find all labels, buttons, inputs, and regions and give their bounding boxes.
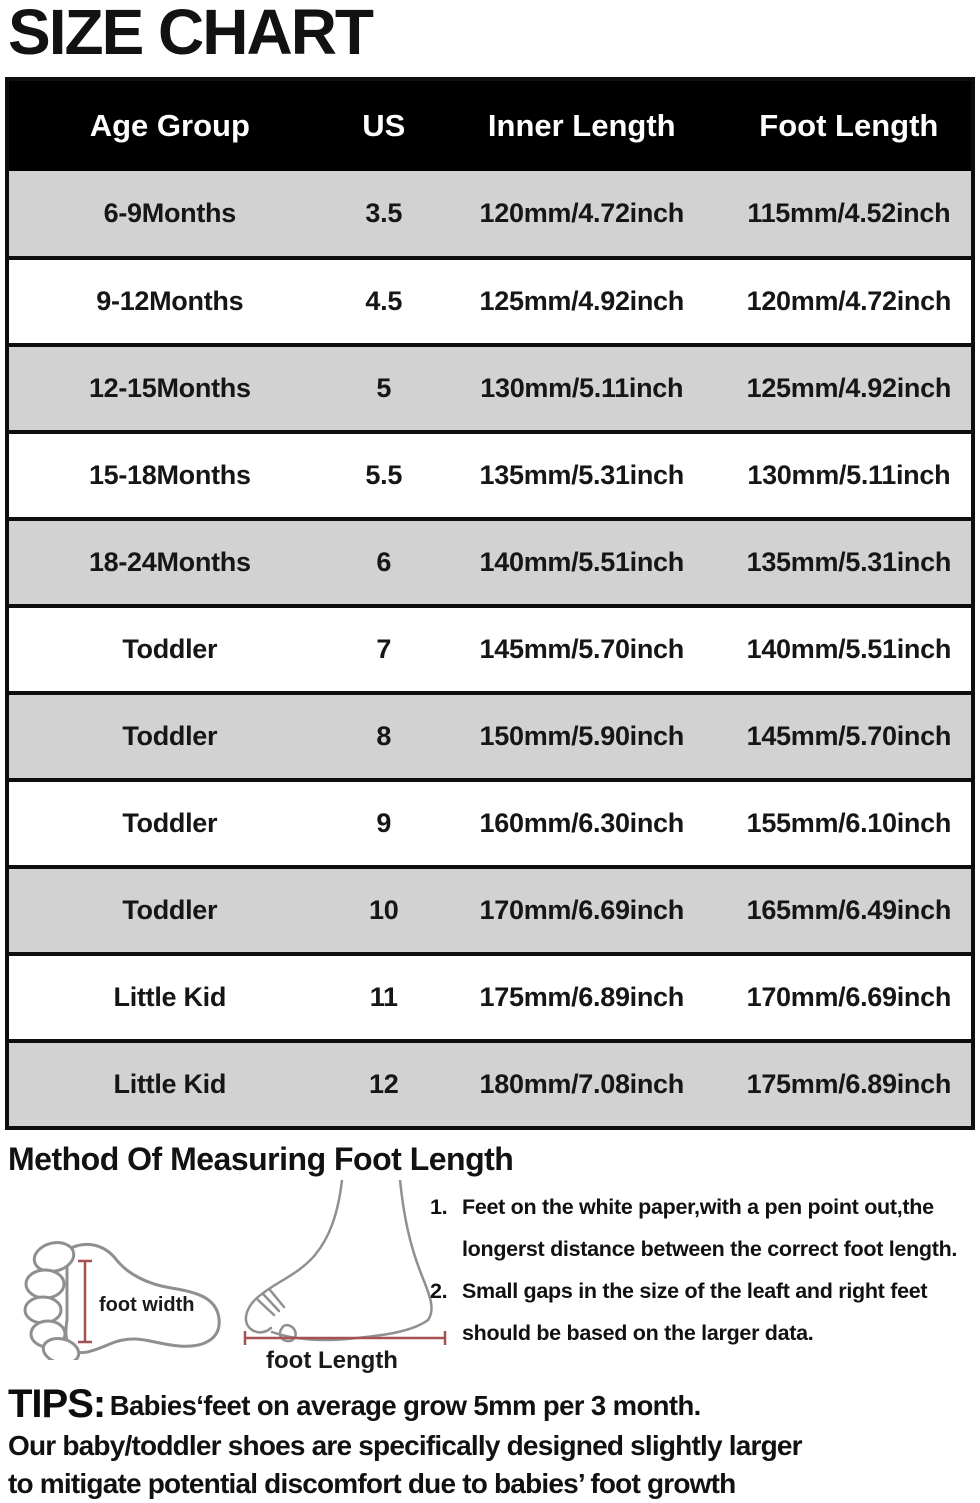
instruction-item: 2. Small gaps in the size of the leaft a… — [430, 1270, 980, 1354]
measuring-method-section: foot width foot Length 1. Feet on the wh… — [0, 1178, 980, 1378]
age-group-cell: 15-18Months — [88, 460, 251, 491]
foot-length-cell: 140mm/5.51inch — [746, 634, 952, 665]
foot-length-label: foot Length — [266, 1347, 398, 1374]
foot-length-cell: 170mm/6.69inch — [746, 982, 952, 1013]
foot-length-cell: 135mm/5.31inch — [746, 547, 952, 578]
toe-shapes — [23, 1241, 81, 1361]
instruction-text: Small gaps in the size of the leaft and … — [462, 1270, 928, 1354]
table-row: Toddler 8 150mm/5.90inch 145mm/5.70inch — [7, 693, 973, 781]
measuring-method-heading: Method Of Measuring Foot Length — [8, 1141, 514, 1178]
foot-length-cell: 125mm/4.92inch — [746, 373, 952, 404]
foot-side-view-diagram: foot Length — [243, 1180, 447, 1374]
inner-length-cell: 170mm/6.69inch — [479, 895, 685, 926]
instruction-line: should be based on the larger data. — [462, 1321, 814, 1346]
us-size-cell: 6 — [376, 547, 392, 578]
us-size-cell: 11 — [369, 982, 398, 1013]
column-header-foot-length: Foot Length — [759, 108, 939, 144]
table-row: 18-24Months 6 140mm/5.51inch 135mm/5.31i… — [7, 519, 973, 607]
foot-length-cell: 115mm/4.52inch — [747, 198, 951, 229]
column-header-us: US — [362, 108, 406, 144]
inner-length-cell: 180mm/7.08inch — [479, 1069, 685, 1100]
foot-length-cell: 165mm/6.49inch — [746, 895, 952, 926]
us-size-cell: 5.5 — [365, 460, 403, 491]
instruction-text: Feet on the white paper,with a pen point… — [462, 1186, 957, 1270]
inner-length-cell: 150mm/5.90inch — [479, 721, 685, 752]
foot-width-measure-line — [78, 1259, 92, 1344]
us-size-cell: 7 — [376, 634, 392, 665]
foot-length-cell: 130mm/5.11inch — [747, 460, 951, 491]
foot-top-view-diagram: foot width — [23, 1241, 221, 1361]
age-group-cell: 18-24Months — [88, 547, 251, 578]
tips-first-line: TIPS: Babies‘feet on average grow 5mm pe… — [8, 1382, 980, 1427]
table-row: Toddler 7 145mm/5.70inch 140mm/5.51inch — [7, 606, 973, 694]
inner-length-cell: 130mm/5.11inch — [480, 373, 684, 404]
inner-length-cell: 160mm/6.30inch — [479, 808, 685, 839]
size-table-header-row: Age Group US Inner Length Foot Length — [7, 79, 973, 172]
instruction-number: 2. — [430, 1279, 448, 1304]
size-chart-table: Age Group US Inner Length Foot Length 6-… — [5, 77, 975, 1131]
age-group-cell: 12-15Months — [88, 373, 251, 404]
instruction-line: Feet on the white paper,with a pen point… — [462, 1195, 934, 1220]
inner-length-cell: 175mm/6.89inch — [479, 982, 685, 1013]
measuring-instructions: 1. Feet on the white paper,with a pen po… — [430, 1186, 980, 1354]
tips-text: Babies‘feet on average grow 5mm per 3 mo… — [109, 1390, 702, 1422]
foot-outline — [244, 1180, 433, 1343]
instruction-line: Small gaps in the size of the leaft and … — [462, 1279, 928, 1304]
column-header-age-group: Age Group — [89, 108, 250, 144]
foot-width-label: foot width — [99, 1294, 195, 1316]
age-group-cell: Toddler — [122, 721, 218, 752]
inner-length-cell: 120mm/4.72inch — [479, 198, 685, 229]
us-size-cell: 4.5 — [365, 286, 403, 317]
age-group-cell: Little Kid — [113, 982, 227, 1013]
table-row: Little Kid 11 175mm/6.89inch 170mm/6.69i… — [7, 954, 973, 1042]
foot-length-measure-line — [243, 1331, 447, 1346]
us-size-cell: 5 — [376, 373, 392, 404]
foot-length-cell: 155mm/6.10inch — [746, 808, 952, 839]
tips-line: Our baby/toddler shoes are specifically … — [8, 1430, 803, 1462]
foot-length-cell: 175mm/6.89inch — [746, 1069, 952, 1100]
inner-length-cell: 125mm/4.92inch — [479, 286, 685, 317]
us-size-cell: 8 — [376, 721, 392, 752]
us-size-cell: 3.5 — [365, 198, 403, 229]
us-size-cell: 9 — [376, 808, 392, 839]
age-group-cell: 6-9Months — [103, 198, 237, 229]
table-row: Toddler 9 160mm/6.30inch 155mm/6.10inch — [7, 780, 973, 868]
tips-line: to mitigate potential discomfort due to … — [8, 1468, 736, 1500]
inner-length-cell: 135mm/5.31inch — [479, 460, 685, 491]
instruction-item: 1. Feet on the white paper,with a pen po… — [430, 1186, 980, 1270]
page-title: SIZE CHART — [8, 0, 374, 68]
age-group-cell: Toddler — [122, 895, 218, 926]
age-group-cell: Little Kid — [113, 1069, 227, 1100]
foot-length-cell: 120mm/4.72inch — [746, 286, 952, 317]
inner-length-cell: 140mm/5.51inch — [479, 547, 685, 578]
instruction-line: longerst distance between the correct fo… — [462, 1237, 958, 1262]
age-group-cell: 9-12Months — [96, 286, 244, 317]
us-size-cell: 10 — [369, 895, 399, 926]
tips-section: TIPS: Babies‘feet on average grow 5mm pe… — [8, 1382, 980, 1503]
column-header-inner-length: Inner Length — [487, 108, 676, 144]
instruction-number: 1. — [430, 1195, 448, 1220]
table-row: 9-12Months 4.5 125mm/4.92inch 120mm/4.72… — [7, 258, 973, 346]
us-size-cell: 12 — [369, 1069, 399, 1100]
age-group-cell: Toddler — [122, 808, 218, 839]
table-row: 15-18Months 5.5 135mm/5.31inch 130mm/5.1… — [7, 432, 973, 520]
table-row: Little Kid 12 180mm/7.08inch 175mm/6.89i… — [7, 1041, 973, 1129]
table-row: Toddler 10 170mm/6.69inch 165mm/6.49inch — [7, 867, 973, 955]
table-row: 6-9Months 3.5 120mm/4.72inch 115mm/4.52i… — [7, 171, 973, 259]
table-row: 12-15Months 5 130mm/5.11inch 125mm/4.92i… — [7, 345, 973, 433]
inner-length-cell: 145mm/5.70inch — [479, 634, 685, 665]
age-group-cell: Toddler — [122, 634, 218, 665]
tips-label: TIPS: — [8, 1382, 106, 1427]
foot-length-cell: 145mm/5.70inch — [746, 721, 952, 752]
